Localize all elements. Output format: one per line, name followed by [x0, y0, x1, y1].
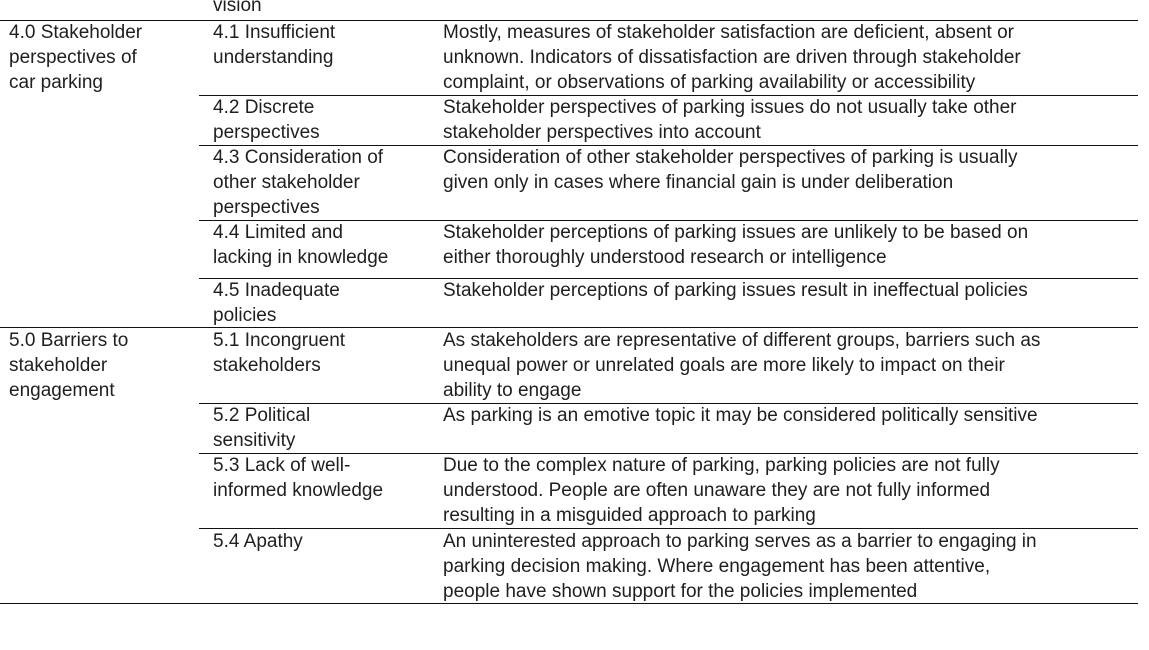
subcategory-cell: 4.4 Limited and lacking in knowledge [213, 222, 389, 268]
row-divider [199, 220, 1138, 221]
row-divider [199, 278, 1138, 279]
category-cell: 4.0 Stakeholder perspectives of car park… [9, 22, 143, 93]
row-divider [0, 20, 1138, 21]
description-cell: Due to the complex nature of parking, pa… [443, 455, 1000, 526]
description-cell: Stakeholder perspectives of parking issu… [443, 97, 1017, 143]
subcategory-cell: 4.2 Discrete perspectives [213, 97, 320, 143]
row-divider [199, 403, 1138, 404]
subcategory-cell: 5.3 Lack of well- informed knowledge [213, 455, 384, 501]
subcategory-cell: 5.2 Political sensitivity [213, 405, 311, 451]
row-divider [199, 528, 1138, 529]
subcategory-cell: 5.4 Apathy [213, 531, 303, 552]
continued-text: vision [213, 0, 262, 16]
description-cell: Stakeholder perceptions of parking issue… [443, 280, 1028, 301]
description-cell: Consideration of other stakeholder persp… [443, 147, 1018, 193]
subcategory-cell: 4.5 Inadequate policies [213, 280, 340, 326]
table-bottom-rule [0, 603, 1138, 604]
category-cell: 5.0 Barriers to stakeholder engagement [9, 330, 129, 401]
description-cell: As stakeholders are representative of di… [443, 330, 1041, 401]
row-divider [199, 95, 1138, 96]
description-cell: Stakeholder perceptions of parking issue… [443, 222, 1029, 268]
row-divider [0, 327, 1138, 328]
row-divider [199, 453, 1138, 454]
subcategory-cell: 4.3 Consideration of other stakeholder p… [213, 147, 384, 218]
subcategory-cell: 5.1 Incongruent stakeholders [213, 330, 346, 376]
description-cell: Mostly, measures of stakeholder satisfac… [443, 22, 1021, 93]
description-cell: An uninterested approach to parking serv… [443, 531, 1037, 602]
row-divider [199, 145, 1138, 146]
description-cell: As parking is an emotive topic it may be… [443, 405, 1038, 426]
subcategory-cell: 4.1 Insufficient understanding [213, 22, 336, 68]
